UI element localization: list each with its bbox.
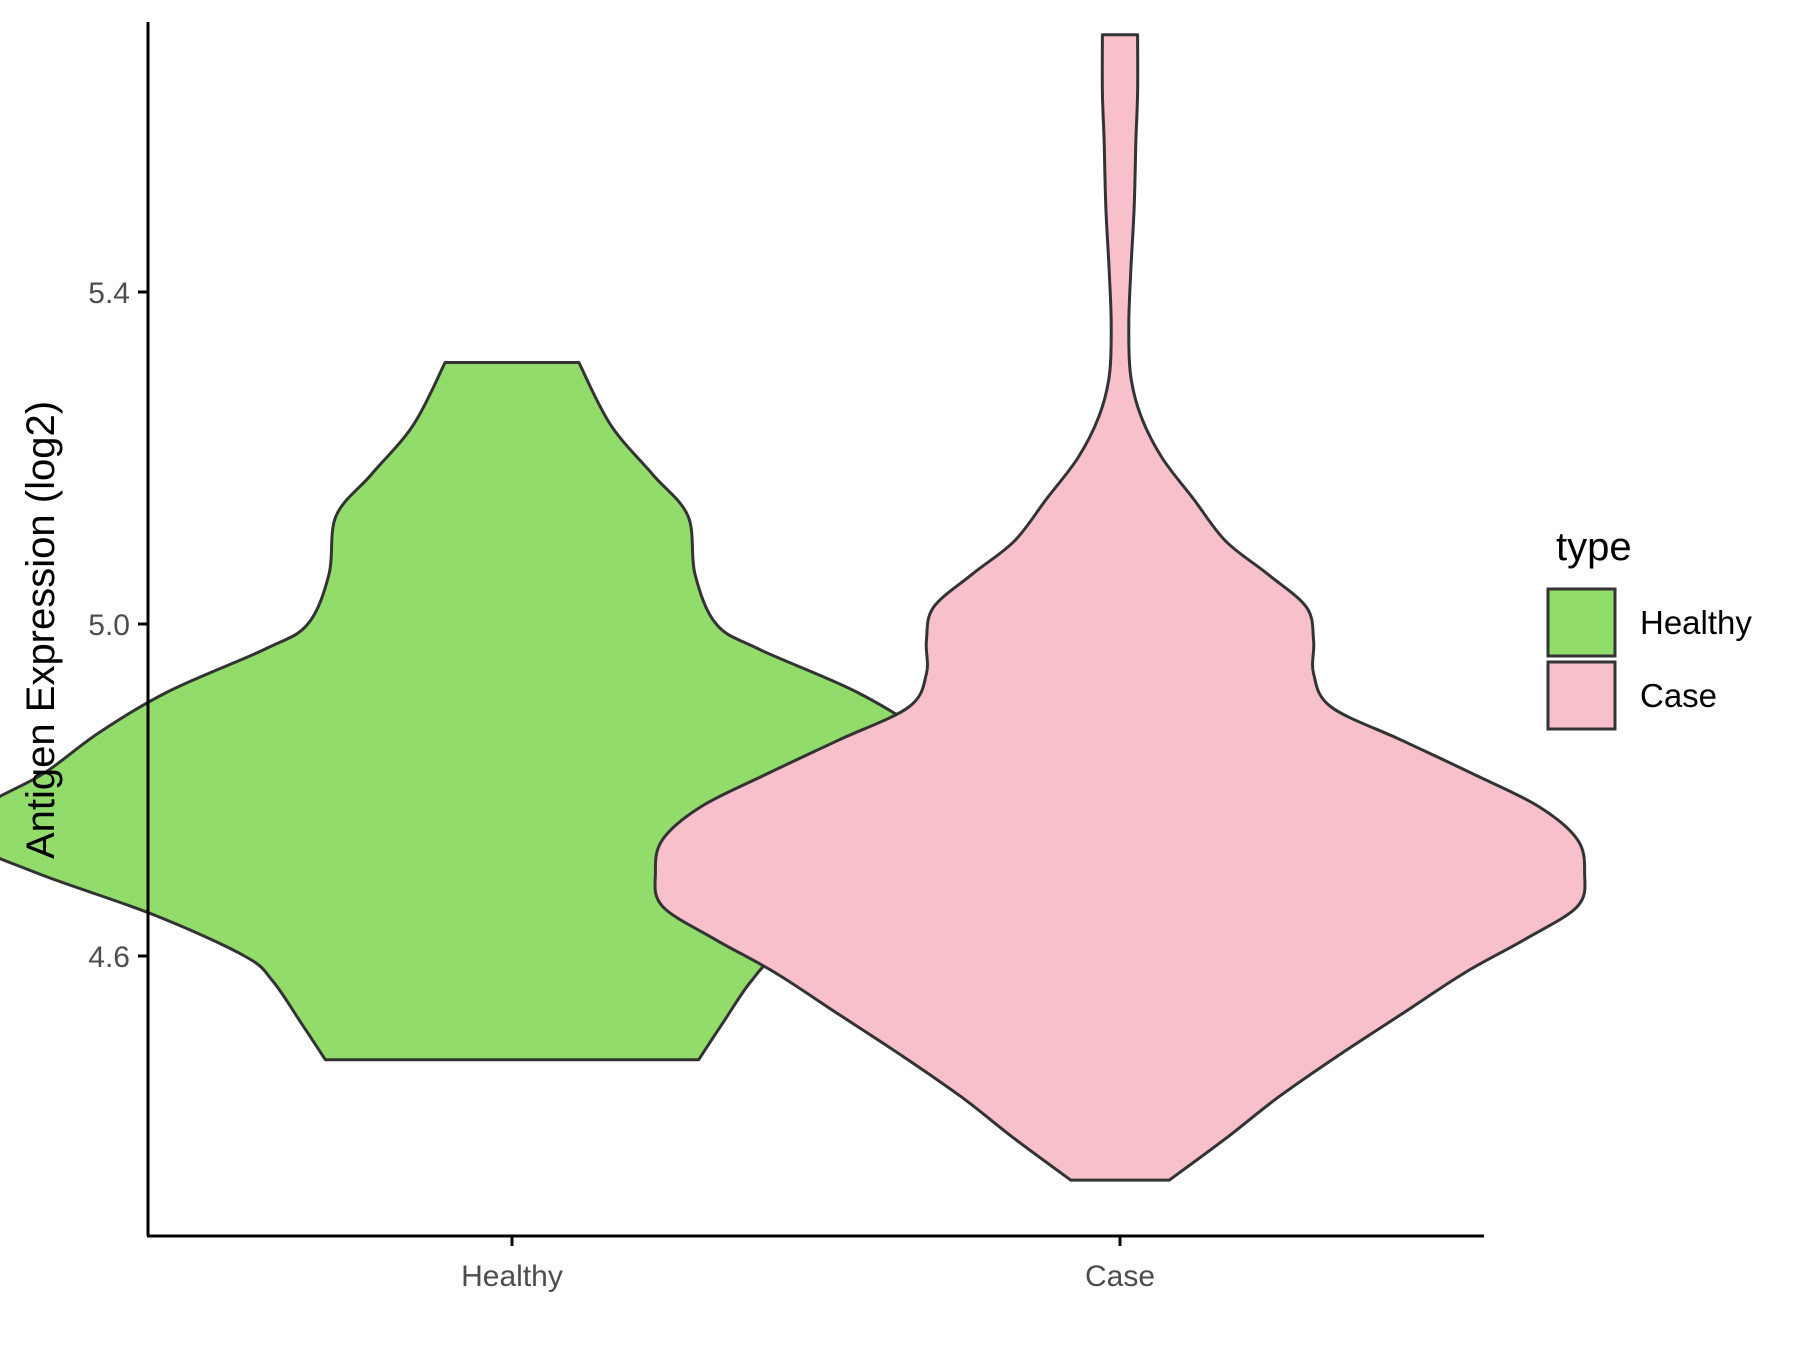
x-tick-label: Healthy — [461, 1260, 563, 1293]
x-axis-ticks: Healthy Case — [461, 1236, 1155, 1293]
legend-title: type — [1556, 525, 1632, 569]
legend-label-healthy: Healthy — [1640, 604, 1752, 641]
y-axis-ticks: 4.6 5.0 5.4 — [88, 277, 148, 974]
violin-case — [653, 33, 1587, 1182]
y-axis-title: Antigen Expression (log2) — [19, 401, 63, 859]
x-tick-label: Case — [1085, 1260, 1155, 1293]
legend-key-case — [1546, 660, 1617, 731]
y-tick-label: 5.0 — [88, 609, 130, 642]
violin-layer — [0, 33, 1587, 1182]
y-tick-label: 5.4 — [88, 277, 130, 310]
y-tick-label: 4.6 — [88, 941, 130, 974]
legend: type Healthy Case — [1546, 525, 1752, 731]
legend-key-healthy — [1546, 587, 1617, 658]
legend-entries: Healthy Case — [1546, 587, 1752, 731]
legend-label-case: Case — [1640, 677, 1717, 714]
